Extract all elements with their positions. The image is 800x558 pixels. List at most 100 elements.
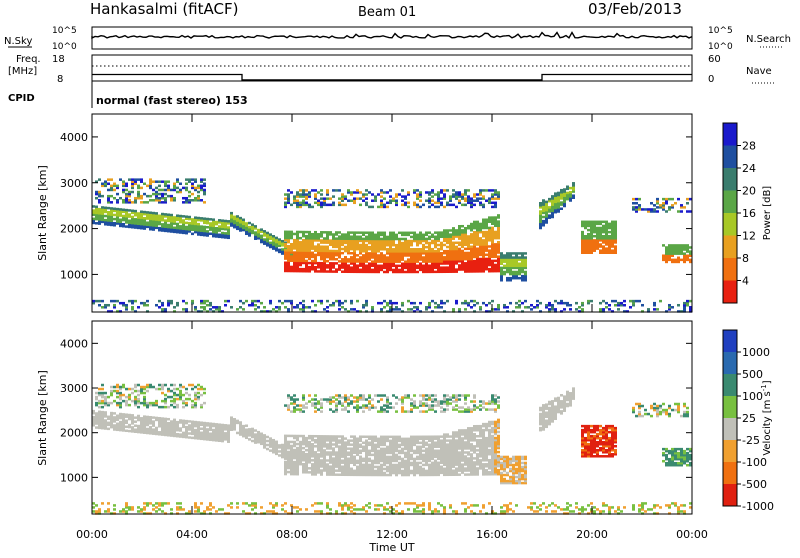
data-cell [116,384,119,387]
data-cell [635,198,638,201]
data-cell [389,456,392,459]
data-cell [356,396,359,399]
data-cell [173,406,176,409]
data-cell [470,233,473,236]
data-cell [137,384,140,387]
data-cell [368,442,371,445]
data-cell [221,232,224,235]
data-cell [146,428,149,431]
data-cell [560,201,563,204]
data-cell [95,191,98,194]
data-cell [152,180,155,183]
data-cell [494,260,497,263]
data-cell [365,189,368,192]
data-cell [266,510,269,512]
data-cell [434,236,437,239]
data-cell [293,306,296,309]
data-cell [614,221,617,224]
data-cell [413,202,416,205]
data-cell [179,225,182,228]
data-cell [128,506,131,509]
data-cell [134,197,137,200]
data-cell [206,304,209,307]
data-cell [431,240,434,243]
data-cell [677,198,680,201]
data-cell [392,197,395,200]
data-cell [617,302,620,305]
data-cell [215,423,218,426]
data-cell [278,306,281,309]
data-cell [314,510,317,512]
data-cell [221,508,224,511]
data-cell [185,215,188,218]
data-cell [662,198,665,201]
data-cell [443,250,446,253]
data-cell [104,411,107,414]
data-cell [419,191,422,194]
data-cell [98,304,101,307]
data-cell [293,449,296,452]
data-cell [188,420,191,423]
data-cell [383,408,386,411]
data-cell [485,189,488,192]
data-cell [314,304,317,307]
data-cell [161,392,164,395]
data-cell [374,394,377,397]
data-cell [161,400,164,403]
data-cell [476,193,479,196]
data-cell [251,502,254,505]
data-cell [281,240,284,243]
data-cell [209,233,212,236]
data-cell [545,304,548,307]
data-cell [401,195,404,198]
data-cell [404,271,407,274]
data-cell [401,510,404,512]
data-cell [371,404,374,407]
data-cell [296,435,299,438]
data-cell [134,428,137,431]
data-cell [272,504,275,507]
data-cell [428,242,431,245]
data-cell [314,245,317,248]
data-cell [359,244,362,247]
data-cell [269,510,272,512]
data-cell [95,222,98,225]
data-cell [287,193,290,196]
data-cell [632,300,635,303]
data-cell [128,394,131,397]
data-cell [551,304,554,307]
data-cell [473,204,476,207]
data-cell [371,454,374,457]
data-cell [584,235,587,238]
data-cell [605,302,608,305]
data-cell [362,254,365,257]
data-cell [512,256,515,259]
data-cell [182,187,185,190]
data-cell [341,396,344,399]
data-cell [170,508,173,511]
data-cell [170,396,173,399]
nsearch-label: N.Search [746,34,791,45]
data-cell [443,256,446,259]
data-cell [185,187,188,190]
data-cell [137,506,140,509]
data-cell [320,502,323,505]
data-cell [467,225,470,228]
data-cell [353,456,356,459]
data-cell [542,220,545,223]
data-cell [377,450,380,453]
data-cell [476,221,479,224]
data-cell [170,189,173,192]
data-cell [368,262,371,265]
data-cell [332,270,335,273]
data-cell [176,404,179,407]
data-cell [518,263,521,266]
data-cell [302,239,305,242]
data-cell [419,302,422,305]
data-cell [341,465,344,468]
data-cell [326,246,329,249]
data-cell [263,238,266,241]
data-cell [290,410,293,413]
